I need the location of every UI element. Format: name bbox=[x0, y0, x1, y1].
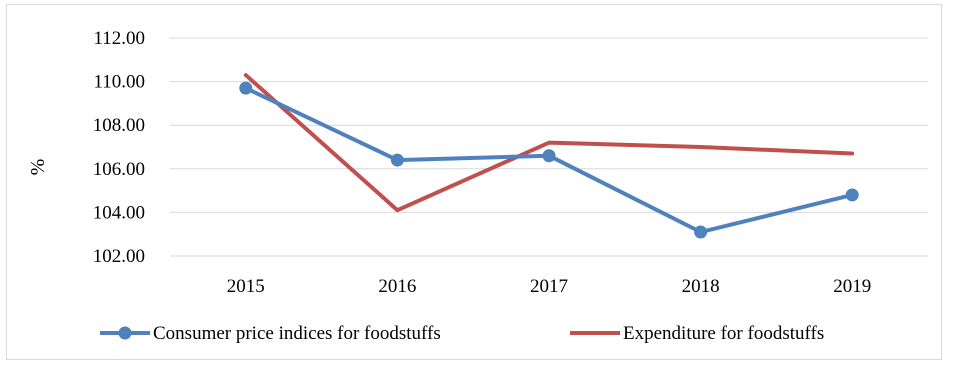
x-tick-label: 2015 bbox=[227, 276, 265, 297]
y-tick-label: 112.00 bbox=[93, 28, 145, 49]
legend-marker bbox=[118, 326, 132, 340]
y-axis-ticks: 102.00 104.00 106.00 108.00 110.00 112.00 bbox=[93, 28, 145, 267]
y-tick-label: 102.00 bbox=[93, 246, 145, 267]
y-tick-label: 104.00 bbox=[93, 202, 145, 223]
series-line bbox=[243, 73, 855, 213]
data-point bbox=[390, 153, 404, 167]
x-tick-label: 2018 bbox=[682, 276, 720, 297]
legend-label: Consumer price indices for foodstuffs bbox=[153, 323, 441, 344]
x-tick-label: 2017 bbox=[530, 276, 568, 297]
x-tick-label: 2016 bbox=[378, 276, 416, 297]
chart-container bbox=[6, 4, 942, 360]
data-point bbox=[542, 149, 556, 163]
data-point bbox=[239, 81, 253, 95]
legend: Consumer price indices for foodstuffs Exp… bbox=[100, 323, 824, 344]
y-tick-label: 108.00 bbox=[93, 115, 145, 136]
gridlines bbox=[170, 37, 928, 257]
data-point bbox=[694, 225, 708, 239]
series-1 bbox=[243, 73, 855, 213]
x-tick-label: 2019 bbox=[833, 276, 871, 297]
series-layer bbox=[239, 73, 859, 239]
data-point bbox=[845, 188, 859, 202]
y-tick-label: 110.00 bbox=[93, 72, 145, 93]
legend-item-1: Expenditure for foodstuffs bbox=[570, 323, 824, 344]
y-axis-title: % bbox=[27, 159, 49, 176]
y-tick-label: 106.00 bbox=[93, 159, 145, 180]
x-axis-ticks: 2015 2016 2017 2018 2019 bbox=[227, 276, 871, 297]
series-0 bbox=[239, 81, 859, 239]
legend-item-0: Consumer price indices for foodstuffs bbox=[100, 323, 441, 344]
legend-label: Expenditure for foodstuffs bbox=[623, 323, 824, 344]
